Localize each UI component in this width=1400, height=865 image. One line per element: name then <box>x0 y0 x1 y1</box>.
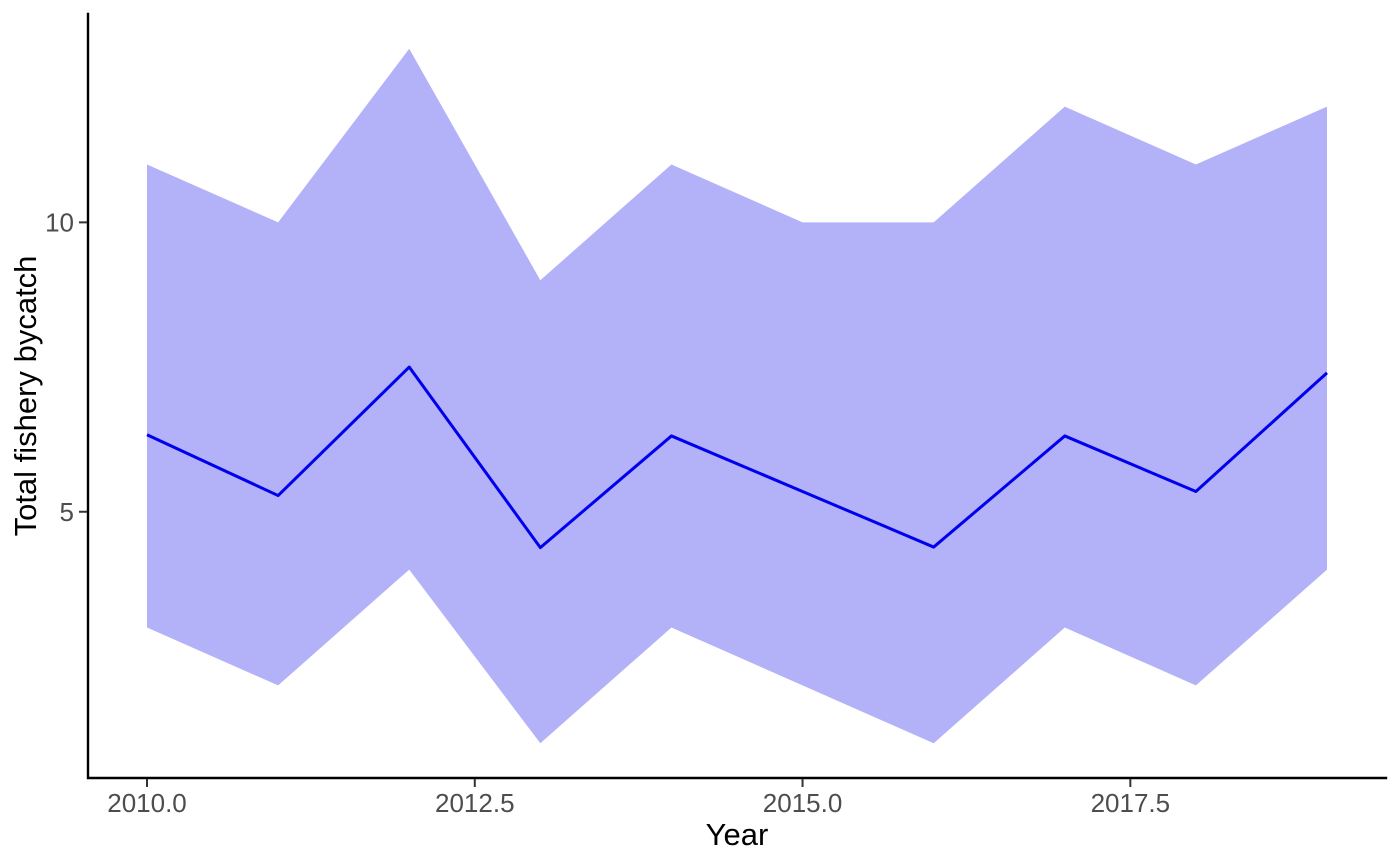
y-axis-tick-marks <box>79 221 87 513</box>
x-axis-tick-marks <box>146 779 1132 787</box>
x-tick-label: 2015.0 <box>763 788 843 818</box>
mean-bycatch-line <box>146 365 1329 550</box>
confidence-ribbon <box>147 48 1327 744</box>
y-axis-tick-labels: 5 10 <box>45 207 74 526</box>
x-axis-title: Year <box>706 817 769 852</box>
axis-lines <box>86 12 1388 780</box>
y-tick-label: 10 <box>45 207 74 237</box>
x-tick-label: 2012.5 <box>435 788 515 818</box>
y-tick-label: 5 <box>60 497 74 527</box>
y-axis-title: Total fishery bycatch <box>8 256 43 537</box>
x-axis-tick-labels: 2010.0 2012.5 2015.0 2017.5 <box>107 788 1170 818</box>
x-tick-label: 2010.0 <box>107 788 187 818</box>
x-tick-label: 2017.5 <box>1091 788 1171 818</box>
